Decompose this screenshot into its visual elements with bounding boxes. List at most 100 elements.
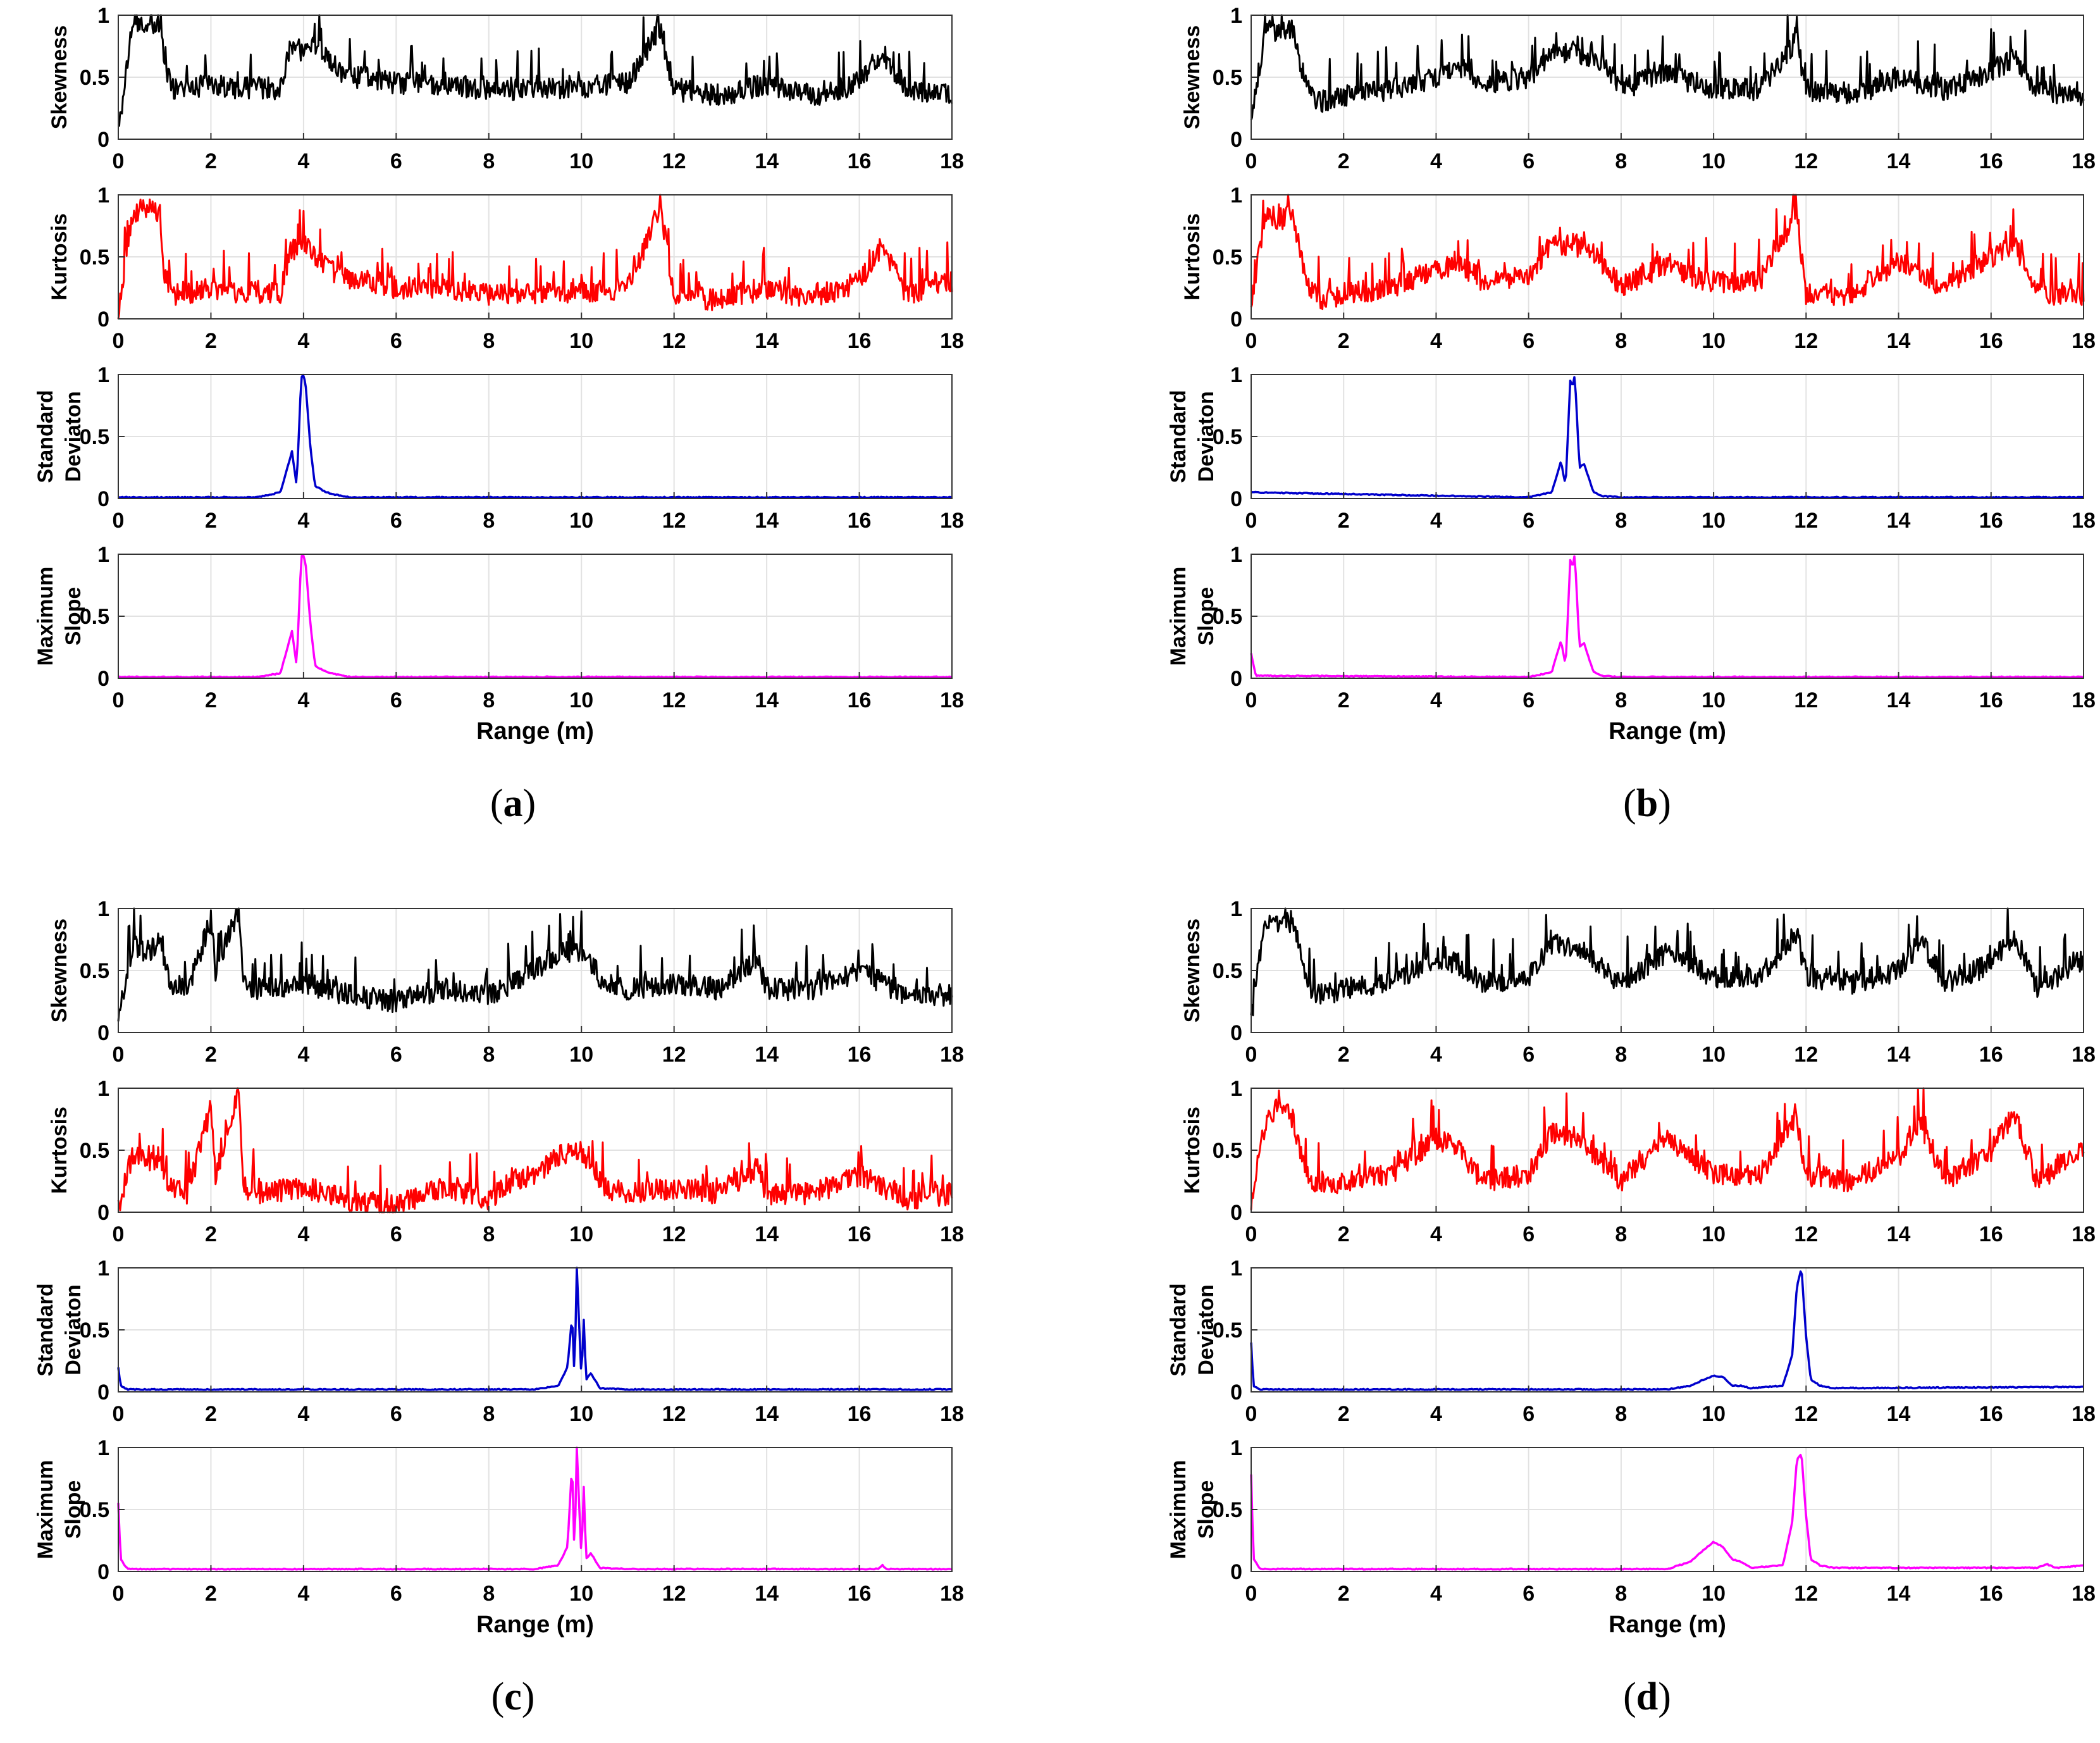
x-tick-label: 2	[205, 1582, 217, 1606]
x-tick-label: 8	[483, 1043, 495, 1067]
x-tick-label: 12	[1794, 1582, 1818, 1606]
y-tick-label: 1	[97, 1077, 109, 1101]
y-axis-label: Kurtosis	[47, 1107, 71, 1194]
y-tick-label: 0	[1230, 1021, 1242, 1045]
x-tick-label: 14	[1887, 688, 1911, 712]
caption-close: )	[522, 1675, 535, 1718]
series-line-standard-deviaton	[118, 373, 953, 499]
x-tick-label: 14	[755, 1222, 779, 1246]
panel-caption: (a)	[490, 782, 536, 825]
x-tick-label: 0	[1245, 1222, 1257, 1246]
y-tick-label: 0	[1230, 1201, 1242, 1225]
series-line-skewness	[117, 14, 953, 127]
caption-open: (	[490, 782, 503, 825]
y-tick-label: 0.5	[1213, 605, 1242, 629]
y-tick-label: 0.5	[80, 1498, 109, 1522]
x-tick-label: 8	[1615, 688, 1627, 712]
x-tick-label: 10	[1702, 329, 1726, 353]
y-tick-label: 0.5	[1213, 1139, 1242, 1163]
subplot-skewness: 0 2 4 6 8 10 12 14 16 18 0 0.5 1 Skewness	[1180, 897, 2096, 1067]
series-line-skewness	[1250, 14, 2085, 121]
x-tick-label: 6	[390, 1402, 402, 1426]
x-tick-label: 6	[1522, 1582, 1535, 1606]
y-axis-label: Standard Deviaton	[34, 1283, 85, 1376]
y-axis-label-line: Kurtosis	[1180, 1107, 1204, 1194]
y-tick-label: 1	[97, 183, 109, 208]
y-tick-label: 0	[1230, 1560, 1242, 1584]
y-tick-label: 1	[97, 1256, 109, 1281]
x-tick-label: 2	[205, 1222, 217, 1246]
caption-close: )	[1658, 782, 1671, 825]
x-tick-label: 0	[113, 1043, 125, 1067]
x-tick-label: 6	[1522, 149, 1535, 173]
x-tick-label: 18	[2072, 1402, 2096, 1426]
x-tick-label: 8	[483, 1402, 495, 1426]
x-tick-label: 8	[483, 1582, 495, 1606]
y-tick-label: 0	[1230, 307, 1242, 332]
y-axis-label: Skewness	[47, 25, 71, 129]
x-tick-label: 0	[1245, 688, 1257, 712]
x-tick-label: 18	[940, 329, 964, 353]
x-tick-label: 14	[755, 688, 779, 712]
x-tick-label: 6	[1522, 509, 1535, 533]
y-axis-label-line: Standard	[34, 1283, 58, 1376]
caption-letter: b	[1636, 782, 1658, 825]
x-tick-label: 16	[848, 688, 872, 712]
x-tick-label: 16	[1979, 1222, 2003, 1246]
x-tick-label: 10	[569, 509, 593, 533]
y-axis-label-line: Maximum	[34, 1460, 58, 1560]
subplot-maximum-slope: 0 2 4 6 8 10 12 14 16 18 0 0.5 1 Maximum Slope Range (m…	[1166, 543, 2096, 745]
caption-letter: d	[1636, 1675, 1658, 1718]
x-tick-label: 0	[1245, 1582, 1257, 1606]
x-tick-label: 12	[662, 1222, 686, 1246]
x-tick-label: 16	[848, 1043, 872, 1067]
x-tick-label: 12	[1794, 1043, 1818, 1067]
x-tick-label: 2	[205, 1402, 217, 1426]
x-tick-label: 18	[940, 1043, 964, 1067]
x-tick-label: 18	[940, 1582, 964, 1606]
x-tick-label: 12	[1794, 688, 1818, 712]
x-tick-label: 18	[2072, 149, 2096, 173]
y-axis-label-line: Slope	[1194, 1480, 1218, 1539]
y-axis-label: Maximum Slope	[1166, 1460, 1218, 1560]
x-tick-label: 2	[205, 688, 217, 712]
subplot-maximum-slope: 0 2 4 6 8 10 12 14 16 18 0 0.5 1 Maximum Slope Range (m…	[34, 543, 964, 745]
caption-open: (	[1623, 1675, 1636, 1718]
y-tick-label: 1	[97, 1436, 109, 1460]
y-axis-label-line: Kurtosis	[1180, 213, 1204, 301]
x-tick-label: 4	[297, 688, 309, 712]
x-tick-label: 4	[1430, 1222, 1442, 1246]
y-tick-label: 0.5	[80, 425, 109, 449]
caption-close: )	[1658, 1675, 1671, 1718]
x-tick-label: 16	[848, 329, 872, 353]
x-tick-label: 6	[390, 1582, 402, 1606]
x-tick-label: 12	[662, 509, 686, 533]
series-line-kurtosis	[117, 194, 953, 319]
x-tick-label: 0	[1245, 1043, 1257, 1067]
x-tick-label: 18	[940, 509, 964, 533]
x-tick-label: 18	[2072, 509, 2096, 533]
x-tick-label: 16	[1979, 149, 2003, 173]
y-axis-label-line: Standard	[1166, 1283, 1190, 1376]
x-tick-label: 16	[1979, 1043, 2003, 1067]
y-axis-label: Maximum Slope	[34, 567, 85, 666]
subplot-skewness: 0 2 4 6 8 10 12 14 16 18 0 0.5 1 Skewness	[47, 897, 964, 1067]
x-tick-label: 0	[113, 509, 125, 533]
y-axis-label-line: Maximum	[1166, 567, 1190, 666]
series-line-kurtosis	[1250, 194, 2085, 311]
x-tick-label: 6	[1522, 1402, 1535, 1426]
x-tick-label: 18	[940, 149, 964, 173]
x-tick-label: 16	[848, 1222, 872, 1246]
x-tick-label: 10	[569, 1582, 593, 1606]
y-tick-label: 1	[97, 4, 109, 28]
y-tick-label: 1	[1230, 363, 1242, 387]
y-tick-label: 1	[97, 543, 109, 567]
x-tick-label: 4	[1430, 329, 1442, 353]
x-tick-label: 18	[2072, 1582, 2096, 1606]
x-tick-label: 16	[848, 509, 872, 533]
x-tick-label: 8	[483, 509, 495, 533]
x-tick-label: 4	[1430, 149, 1442, 173]
y-tick-label: 1	[1230, 897, 1242, 921]
